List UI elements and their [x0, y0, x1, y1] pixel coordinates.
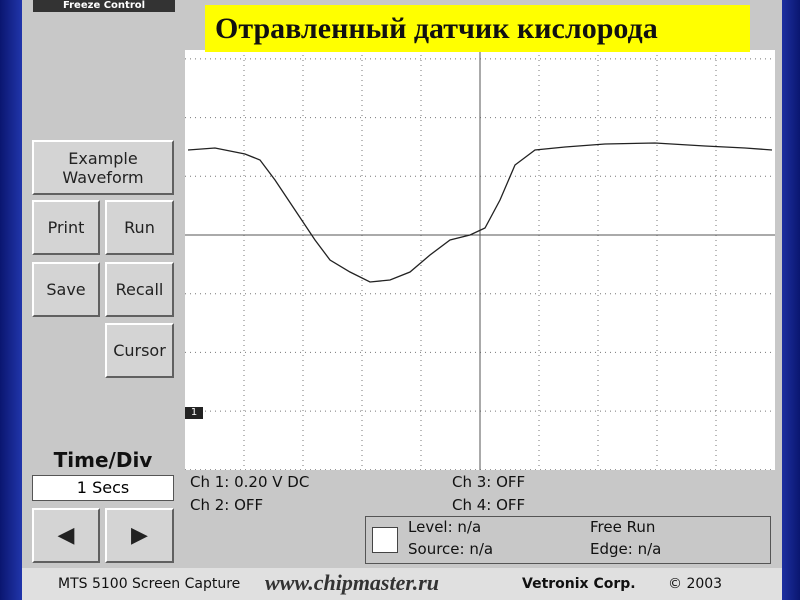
cursor-button[interactable]: Cursor [105, 323, 174, 378]
slide-title: Отравленный датчик кислорода [205, 5, 750, 52]
website: www.chipmaster.ru [265, 570, 440, 595]
channel-2: Ch 2: OFF [190, 496, 264, 514]
waveform-display [185, 50, 775, 470]
trigger-box [365, 516, 771, 564]
save-button[interactable]: Save [32, 262, 100, 317]
capture-label: MTS 5100 Screen Capture [58, 576, 241, 592]
label: Example [68, 148, 138, 168]
channel-1: Ch 1: 0.20 V DC [190, 473, 310, 491]
time-div-label: Time/Div [53, 448, 153, 472]
channel-3: Ch 3: OFF [452, 473, 526, 491]
trigger-source: Source: n/a [408, 540, 494, 558]
channel-marker: 1 [185, 407, 203, 419]
footer [22, 568, 782, 600]
waveform [187, 142, 773, 283]
time-div-value[interactable]: 1 Secs [32, 475, 174, 501]
decrease-button[interactable]: ◀ [32, 508, 100, 563]
year: © 2003 [668, 576, 723, 592]
trigger-checkbox[interactable] [372, 527, 398, 553]
print-button[interactable]: Print [32, 200, 100, 255]
label: Waveform [62, 167, 144, 187]
run-button[interactable]: Run [105, 200, 174, 255]
freeze-control[interactable]: Freeze Control [33, 0, 175, 12]
increase-button[interactable]: ▶ [105, 508, 174, 563]
recall-button[interactable]: Recall [105, 262, 174, 317]
example-waveform-button[interactable]: Example Waveform [32, 140, 174, 195]
trigger-edge: Edge: n/a [590, 540, 662, 558]
company: Vetronix Corp. [522, 576, 636, 592]
trigger-level: Level: n/a [408, 518, 482, 536]
trigger-mode: Free Run [590, 518, 656, 536]
channel-4: Ch 4: OFF [452, 496, 526, 514]
